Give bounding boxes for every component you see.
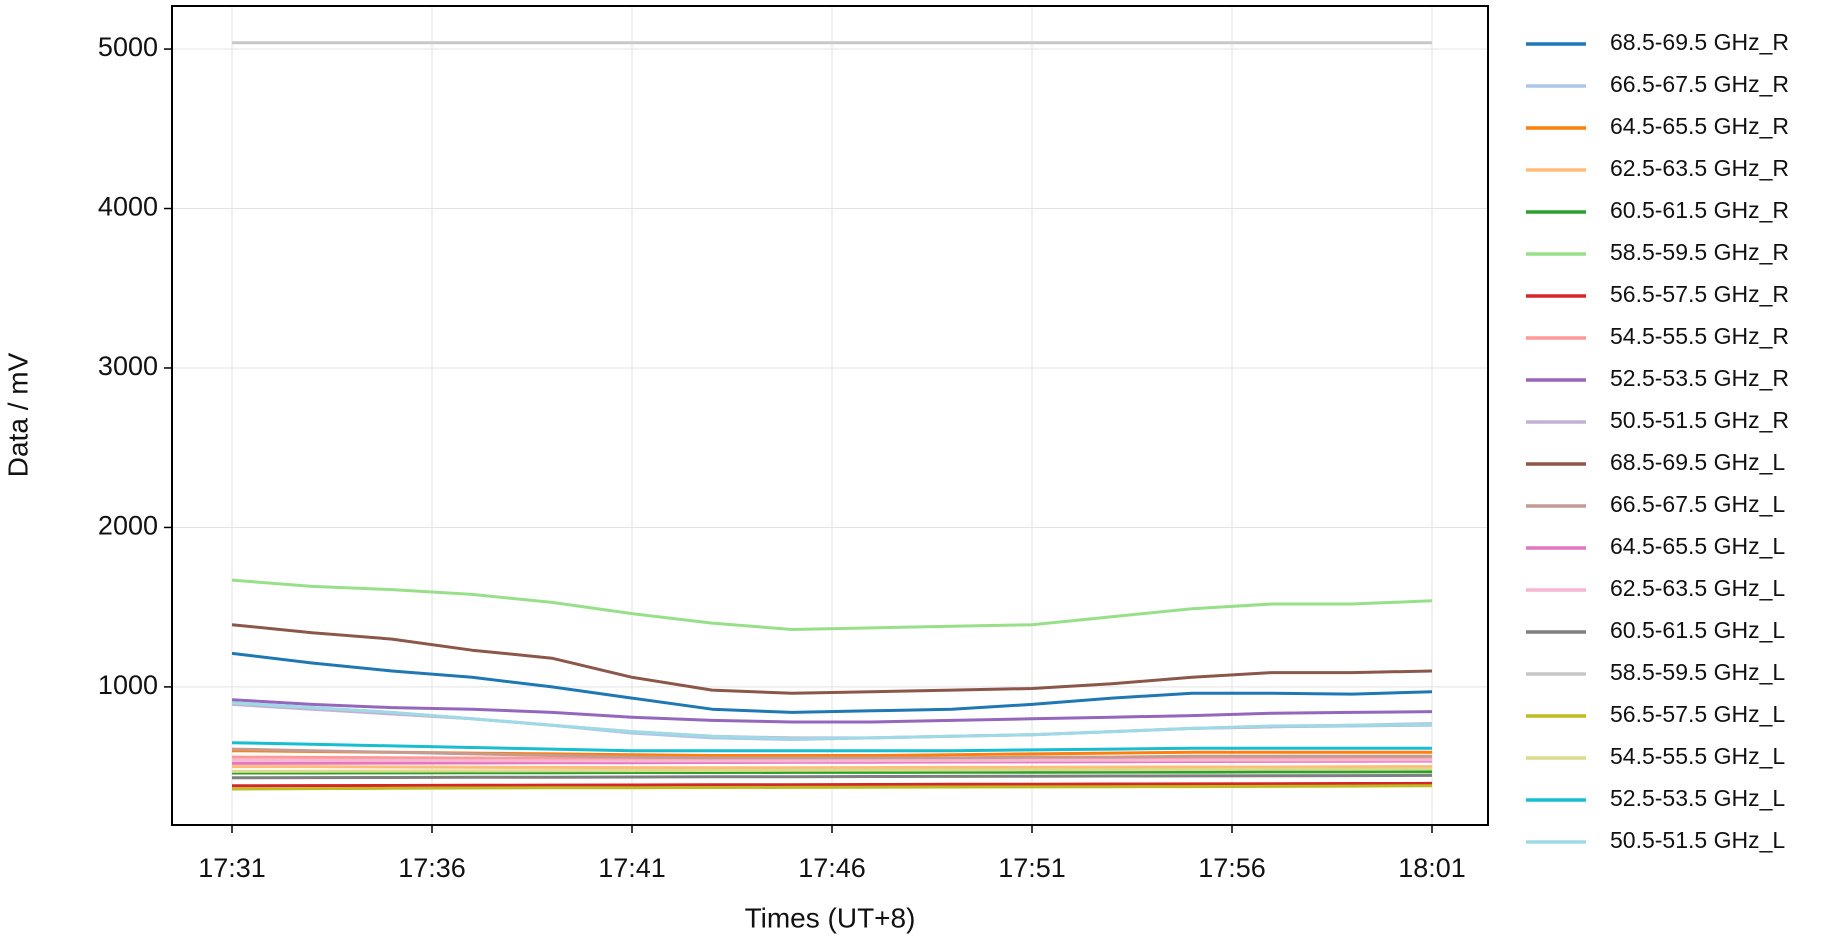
- legend-label: 50.5-51.5 GHz_L: [1610, 827, 1785, 853]
- legend-label: 60.5-61.5 GHz_R: [1610, 197, 1789, 223]
- legend-label: 50.5-51.5 GHz_R: [1610, 407, 1789, 433]
- y-tick-label: 3000: [98, 351, 158, 381]
- series-line: [232, 770, 1433, 775]
- legend-label: 52.5-53.5 GHz_R: [1610, 365, 1789, 391]
- series-line: [231, 578, 1433, 631]
- y-tick-label: 5000: [98, 32, 158, 62]
- series-line: [231, 773, 1433, 780]
- series-line: [231, 701, 1433, 741]
- series-line: [231, 623, 1433, 695]
- series-line: [231, 698, 1433, 724]
- y-axis-label: Data / mV: [2, 352, 33, 477]
- series-line: [231, 651, 1433, 714]
- x-tick-label: 17:41: [598, 853, 666, 883]
- series-line: [232, 765, 1433, 770]
- series-line: [231, 784, 1433, 791]
- series-line: [231, 767, 1433, 773]
- series-line: [231, 741, 1432, 753]
- legend-label: 66.5-67.5 GHz_R: [1610, 71, 1789, 97]
- legend-label: 52.5-53.5 GHz_L: [1610, 785, 1785, 811]
- series-line: [231, 747, 1432, 760]
- x-tick-label: 17:46: [798, 853, 866, 883]
- legend-label: 54.5-55.5 GHz_R: [1610, 323, 1789, 349]
- y-tick-label: 2000: [98, 511, 158, 541]
- y-tick-label: 1000: [98, 670, 158, 700]
- x-tick-label: 18:01: [1398, 853, 1466, 883]
- legend-label: 64.5-65.5 GHz_R: [1610, 113, 1789, 139]
- legend-label: 54.5-55.5 GHz_L: [1610, 743, 1785, 769]
- legend-label: 56.5-57.5 GHz_L: [1610, 701, 1785, 727]
- series-line: [232, 758, 1432, 763]
- legend-label: 68.5-69.5 GHz_L: [1610, 449, 1785, 475]
- legend-label: 58.5-59.5 GHz_L: [1610, 659, 1785, 685]
- legend-label: 66.5-67.5 GHz_L: [1610, 491, 1785, 517]
- x-tick-label: 17:56: [1198, 853, 1266, 883]
- y-tick-label: 4000: [98, 192, 158, 222]
- legend-label: 58.5-59.5 GHz_R: [1610, 239, 1789, 265]
- legend-label: 62.5-63.5 GHz_R: [1610, 155, 1789, 181]
- x-tick-label: 17:51: [998, 853, 1066, 883]
- plot-frame: [171, 5, 1489, 826]
- legend-label: 56.5-57.5 GHz_R: [1610, 281, 1789, 307]
- x-tick-label: 17:31: [198, 853, 266, 883]
- legend-label: 64.5-65.5 GHz_L: [1610, 533, 1785, 559]
- legend-label: 68.5-69.5 GHz_R: [1610, 29, 1789, 55]
- x-axis-label: Times (UT+8): [745, 902, 916, 933]
- x-tick-label: 17:36: [398, 853, 466, 883]
- legend-label: 60.5-61.5 GHz_L: [1610, 617, 1785, 643]
- series-line: [231, 781, 1433, 788]
- legend-label: 62.5-63.5 GHz_L: [1610, 575, 1785, 601]
